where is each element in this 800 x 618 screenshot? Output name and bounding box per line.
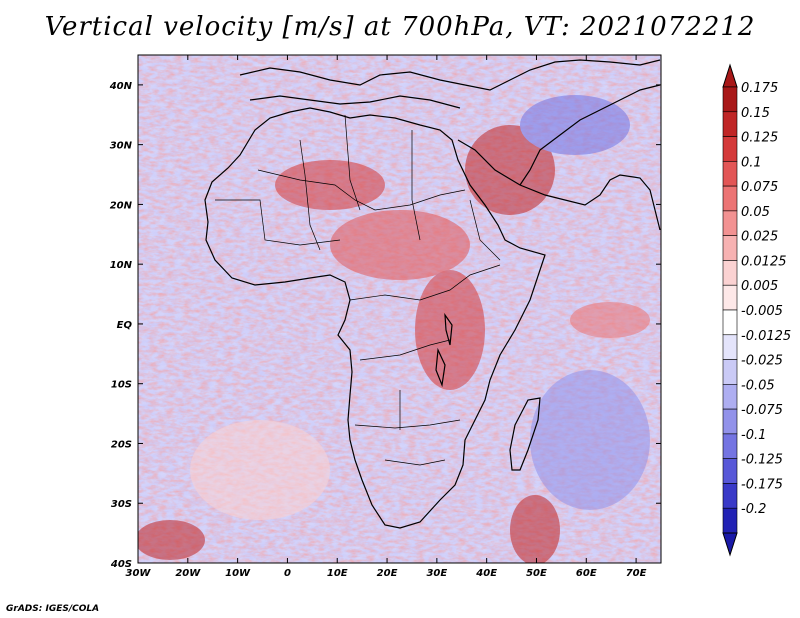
- lon-tick-label: 50E: [526, 568, 547, 579]
- colorbar-label: 0.0125: [741, 254, 787, 269]
- colorbar-swatch: [722, 260, 738, 286]
- lon-tick-label: 30W: [126, 568, 152, 579]
- colorbar-label: -0.0125: [741, 329, 791, 344]
- lat-tick-label: 40N: [109, 81, 133, 92]
- colorbar-label: 0.175: [741, 81, 778, 96]
- colorbar-swatch: [722, 507, 738, 534]
- lat-tick-label: 20S: [111, 439, 132, 450]
- lon-tick-label: 0: [284, 568, 291, 579]
- colorbar-swatch: [722, 161, 738, 187]
- colorbar-swatch: [722, 384, 738, 410]
- colorbar-swatch: [722, 111, 738, 137]
- colorbar-swatch: [722, 458, 738, 484]
- colorbar-label: 0.1: [741, 155, 762, 170]
- latitude-axis: 40N 30N 20N 10N EQ 10S 20S 30S 40S: [109, 81, 661, 570]
- colorbar-label: 0.005: [741, 279, 778, 294]
- colorbar-swatch: [722, 136, 738, 162]
- velocity-field: [138, 55, 661, 563]
- lat-tick-label: EQ: [117, 320, 133, 331]
- colorbar-swatch: [722, 86, 738, 113]
- colorbar-top-arrow: [722, 63, 738, 88]
- lon-tick-label: 40E: [475, 568, 497, 579]
- colorbar-label: -0.05: [741, 378, 775, 393]
- grads-credit: GrADS: IGES/COLA: [6, 604, 100, 614]
- lat-tick-label: 30N: [110, 141, 133, 152]
- longitude-axis: 30W 20W 10W 0 10E 20E 30E 40E 50E 60E 70E: [126, 55, 647, 579]
- lat-tick-label: 30S: [111, 499, 132, 510]
- lat-tick-label: 10S: [111, 380, 132, 391]
- lon-tick-label: 30E: [426, 568, 447, 579]
- colorbar-swatch: [722, 309, 738, 336]
- lon-tick-label: 60E: [576, 568, 597, 579]
- map-title: Vertical velocity [m/s] at 700hPa, VT: 2…: [44, 12, 756, 42]
- colorbar-label: 0.15: [741, 106, 770, 121]
- colorbar-swatch: [722, 210, 738, 236]
- colorbar-label: 0.075: [741, 180, 778, 195]
- colorbar-label: 0.125: [741, 131, 778, 146]
- colorbar-swatch: [722, 334, 738, 360]
- colorbar-label: -0.005: [741, 304, 783, 319]
- colorbar-label: -0.025: [741, 354, 783, 369]
- colorbar-label: -0.075: [741, 403, 783, 418]
- colorbar-label: -0.175: [741, 477, 783, 492]
- colorbar-swatch: [722, 284, 738, 311]
- lon-tick-label: 70E: [626, 568, 647, 579]
- lat-tick-label: 20N: [110, 200, 133, 211]
- colorbar-label: -0.125: [741, 453, 783, 468]
- lon-tick-label: 20E: [377, 568, 398, 579]
- coastlines: [204, 59, 661, 529]
- colorbar-swatch: [722, 235, 738, 261]
- map-frame: [137, 54, 662, 564]
- colorbar-bottom-arrow: [722, 532, 738, 557]
- colorbar-swatch: [722, 359, 738, 385]
- colorbar-swatch: [722, 433, 738, 459]
- country-borders: [215, 114, 501, 466]
- colorbar-label: 0.025: [741, 230, 778, 245]
- colorbar-label: 0.05: [741, 205, 770, 220]
- lat-tick-label: 10N: [110, 260, 133, 271]
- colorbar-swatch: [722, 408, 738, 435]
- colorbar-swatch: [722, 185, 738, 212]
- colorbar: 0.175 0.15 0.125 0.1 0.075 0.05 0.025 0.0125 0.0…: [722, 63, 791, 557]
- lat-tick-label: 40S: [110, 559, 132, 570]
- lon-tick-label: 20W: [175, 568, 201, 579]
- lon-tick-label: 10W: [225, 568, 251, 579]
- colorbar-swatch: [722, 483, 738, 509]
- colorbar-label: -0.1: [741, 428, 766, 443]
- colorbar-label: -0.2: [741, 502, 766, 517]
- lon-tick-label: 10E: [327, 568, 348, 579]
